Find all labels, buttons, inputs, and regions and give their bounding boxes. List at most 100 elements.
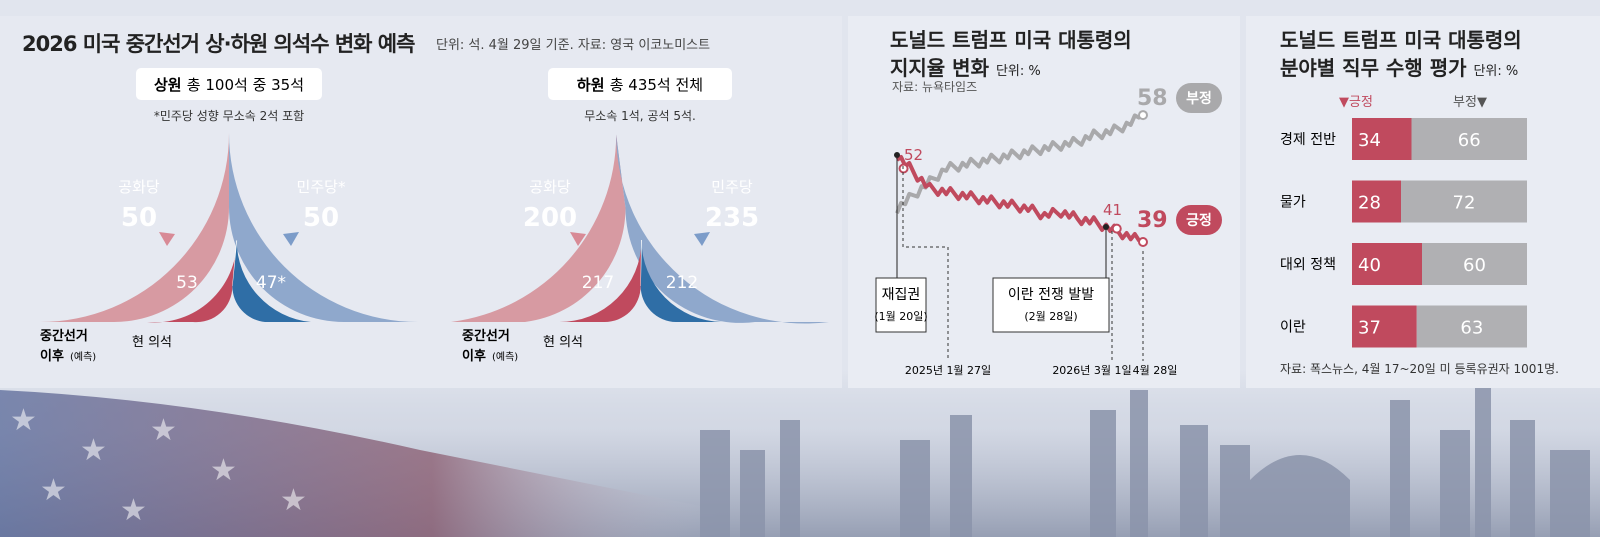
reelection-annotation-box — [875, 277, 927, 333]
bar-negative-value: 66 — [1458, 130, 1481, 151]
svg-text:★: ★ — [280, 483, 307, 518]
svg-text:★: ★ — [120, 493, 147, 528]
senate-forecast-label3: (예측) — [70, 351, 96, 363]
house-forecast-dem-arc — [616, 134, 829, 324]
house-forecast-label2: 이후 — [462, 348, 486, 364]
bar-positive-value: 37 — [1358, 318, 1381, 339]
reelection-date: (1월 20일) — [874, 309, 927, 323]
bar-positive — [1352, 243, 1422, 285]
bar-positive-value: 40 — [1358, 255, 1381, 276]
svg-text:★: ★ — [80, 433, 107, 468]
negative-series-line — [895, 113, 1145, 215]
senate-current-rep-arc — [147, 240, 237, 323]
positive-legend-pill — [1176, 205, 1222, 235]
senate-dem-current: 47* — [256, 273, 286, 293]
positive-legend: 긍정 — [1186, 212, 1212, 229]
bar-positive-value: 34 — [1358, 130, 1381, 151]
svg-text:★: ★ — [210, 453, 237, 488]
rating-source: 자료: 폭스뉴스, 4월 17~20일 미 등록유권자 1001명. — [1280, 362, 1559, 376]
negative-legend: 부정 — [1186, 90, 1212, 107]
iran-war-title: 이란 전쟁 발발 — [1008, 287, 1094, 303]
positive-mar1-point — [1111, 223, 1122, 234]
bar-positive-value: 28 — [1358, 193, 1381, 214]
house-dem-forecast: 235 — [705, 203, 759, 233]
house-label-box — [548, 68, 732, 100]
house-rep-name: 공화당 — [529, 178, 571, 196]
approval-panel: 도널드 트럼프 미국 대통령의 지지율 변화 단위: % 자료: 뉴욕타임즈 52… — [848, 16, 1240, 388]
svg-text:★: ★ — [150, 413, 177, 448]
x-tick-label: 4월 28일 — [1133, 363, 1178, 377]
house-note: 무소속 1석, 공석 5석. — [584, 109, 696, 123]
senate-dem-forecast: 50 — [303, 203, 339, 233]
rating-title: 도널드 트럼프 미국 대통령의 분야별 직무 수행 평가 단위: % — [1280, 28, 1522, 80]
bar-negative — [1411, 118, 1527, 160]
negative-end-label: 58 — [1137, 86, 1168, 111]
approval-title: 도널드 트럼프 미국 대통령의 지지율 변화 단위: % — [890, 28, 1132, 80]
seat-forecast-panel: 2026 미국 중간선거 상·하원 의석수 변화 예측 단위: 석. 4월 29… — [0, 16, 842, 388]
bar-positive — [1352, 118, 1412, 160]
positive-start-label: 52 — [904, 146, 923, 164]
house-current-rep-arc — [558, 240, 642, 323]
senate-divider — [232, 240, 238, 287]
iran-war-date: (2월 28일) — [1024, 309, 1077, 323]
senate-label-box — [136, 68, 322, 100]
svg-text:★: ★ — [40, 473, 67, 508]
bar-negative-value: 72 — [1453, 193, 1476, 214]
house-current-label: 현 의석 — [543, 335, 583, 350]
senate-rep-forecast: 50 — [121, 203, 157, 233]
arrow-up-right-icon — [283, 232, 299, 246]
negative-end-point — [1138, 110, 1148, 121]
arrow-up-left-icon — [570, 232, 586, 246]
senate-note: *민주당 성향 무소속 2석 포함 — [154, 109, 304, 123]
senate-current-label: 현 의석 — [132, 335, 172, 350]
house-dem-current: 212 — [666, 273, 698, 293]
house-dem-name: 민주당 — [711, 178, 753, 196]
house-rep-forecast: 200 — [523, 203, 577, 233]
senate-label: 상원 총 100석 중 35석 — [154, 76, 304, 94]
job-rating-bar-chart: ▼긍정 부정▼ 경제 전반 34 66 물가 28 72 대외 정책 40 60 이란 37 63 — [1280, 95, 1527, 348]
bar-negative — [1416, 305, 1527, 348]
bar-negative — [1401, 180, 1527, 223]
senate-forecast-rep-arc — [40, 133, 229, 322]
legend-positive: ▼긍정 — [1339, 95, 1373, 110]
x-tick-label: 2025년 1월 27일 — [905, 363, 991, 377]
senate-rep-current: 53 — [176, 273, 198, 293]
arrow-up-left-icon — [159, 232, 175, 246]
positive-end-label: 39 — [1137, 208, 1168, 233]
svg-text:★: ★ — [10, 403, 37, 438]
iran-war-annotation-box — [992, 277, 1110, 333]
house-forecast-label3: (예측) — [492, 351, 518, 363]
bar-negative-value: 60 — [1463, 255, 1486, 276]
positive-mid-label: 41 — [1103, 201, 1122, 219]
bar-positive — [1352, 305, 1417, 348]
senate-rep-name: 공화당 — [118, 178, 160, 196]
bar-positive — [1352, 180, 1401, 223]
house-current-dem-arc — [640, 240, 722, 322]
legend-negative: 부정▼ — [1453, 95, 1487, 110]
jan27-dashed-leader — [902, 166, 949, 361]
senate-forecast-label1: 중간선거 — [40, 328, 88, 344]
arrow-up-right-icon — [694, 232, 710, 246]
reelection-dot — [894, 152, 900, 158]
house-rep-current: 217 — [582, 273, 614, 293]
x-tick-label: 2026년 3월 1일 — [1052, 363, 1131, 377]
house-label: 하원 총 435석 전체 — [577, 76, 703, 94]
reelection-title: 재집권 — [882, 287, 921, 303]
senate-forecast-dem-arc — [229, 133, 418, 322]
seats-title: 2026 미국 중간선거 상·하원 의석수 변화 예측 — [22, 32, 415, 56]
approval-source: 자료: 뉴욕타임즈 — [892, 80, 978, 94]
job-rating-panel: 도널드 트럼프 미국 대통령의 분야별 직무 수행 평가 단위: % ▼긍정 부정▼… — [1246, 16, 1600, 388]
bar-negative — [1422, 243, 1527, 285]
bar-category-label: 이란 — [1280, 320, 1306, 336]
house-divider — [640, 240, 642, 287]
iran-war-dot — [1103, 224, 1109, 230]
senate-dem-name: 민주당* — [297, 178, 346, 196]
house-forecast-rep-arc — [451, 134, 626, 322]
house-forecast-label1: 중간선거 — [462, 328, 510, 344]
senate-forecast-label2: 이후 — [40, 348, 64, 364]
bar-category-label: 대외 정책 — [1280, 257, 1336, 273]
bar-category-label: 경제 전반 — [1280, 132, 1336, 148]
